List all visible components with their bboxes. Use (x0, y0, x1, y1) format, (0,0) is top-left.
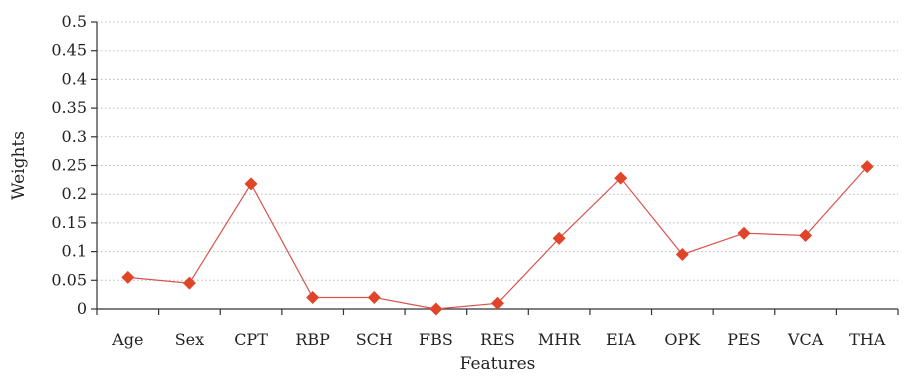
x-axis-title: Features (460, 354, 536, 374)
x-tick-label: SCH (356, 330, 393, 349)
axes (91, 21, 899, 315)
data-point-marker (552, 231, 566, 245)
data-point-marker (675, 247, 689, 261)
x-tick-label: MHR (538, 330, 581, 349)
y-tick-label: 0.35 (51, 98, 87, 117)
data-point-marker (799, 229, 813, 243)
data-point-marker (244, 177, 258, 191)
y-tick-label: 0.1 (62, 242, 87, 261)
data-point-marker (737, 226, 751, 240)
x-tick-label: Age (111, 330, 143, 349)
y-tick-label: 0.2 (62, 184, 87, 203)
x-tick-label: Sex (175, 330, 204, 349)
data-point-marker (429, 302, 443, 316)
x-tick-label: CPT (234, 330, 268, 349)
x-tick-label: RBP (295, 330, 330, 349)
y-tick-label: 0.25 (51, 156, 87, 175)
y-tick-label: 0.05 (51, 270, 87, 289)
y-tick-label: 0.45 (51, 41, 87, 60)
data-point-marker (182, 276, 196, 290)
data-point-marker (306, 291, 320, 305)
y-tick-label: 0 (77, 299, 87, 318)
x-tick-label: OPK (664, 330, 701, 349)
data-point-marker (121, 270, 135, 284)
data-point-marker (491, 296, 504, 310)
data-point-marker (367, 291, 381, 305)
x-tick-label: THA (849, 330, 886, 349)
x-tick-label: VCA (787, 330, 824, 349)
gridlines (97, 21, 898, 281)
y-tick-label: 0.5 (62, 12, 87, 31)
data-point-marker (860, 160, 874, 174)
data-point-marker (614, 171, 628, 185)
y-tick-labels: 0 0.05 0.1 0.15 0.2 0.25 0.3 0.35 0.4 0.45 0.5 (51, 12, 87, 318)
y-axis-title: Weights (9, 131, 29, 200)
series-line (127, 166, 868, 310)
y-tick-label: 0.3 (62, 127, 87, 146)
x-tick-label: FBS (419, 330, 453, 349)
series-weights (121, 160, 874, 316)
y-tick-label: 0.15 (51, 213, 87, 232)
y-tick-label: 0.4 (62, 69, 87, 88)
x-tick-label: PES (727, 330, 760, 349)
x-tick-labels: Age Sex CPT RBP SCH FBS RES MHR EIA OPK PES VCA THA (111, 330, 886, 349)
x-tick-label: EIA (606, 330, 636, 349)
x-tick-label: RES (480, 330, 515, 349)
